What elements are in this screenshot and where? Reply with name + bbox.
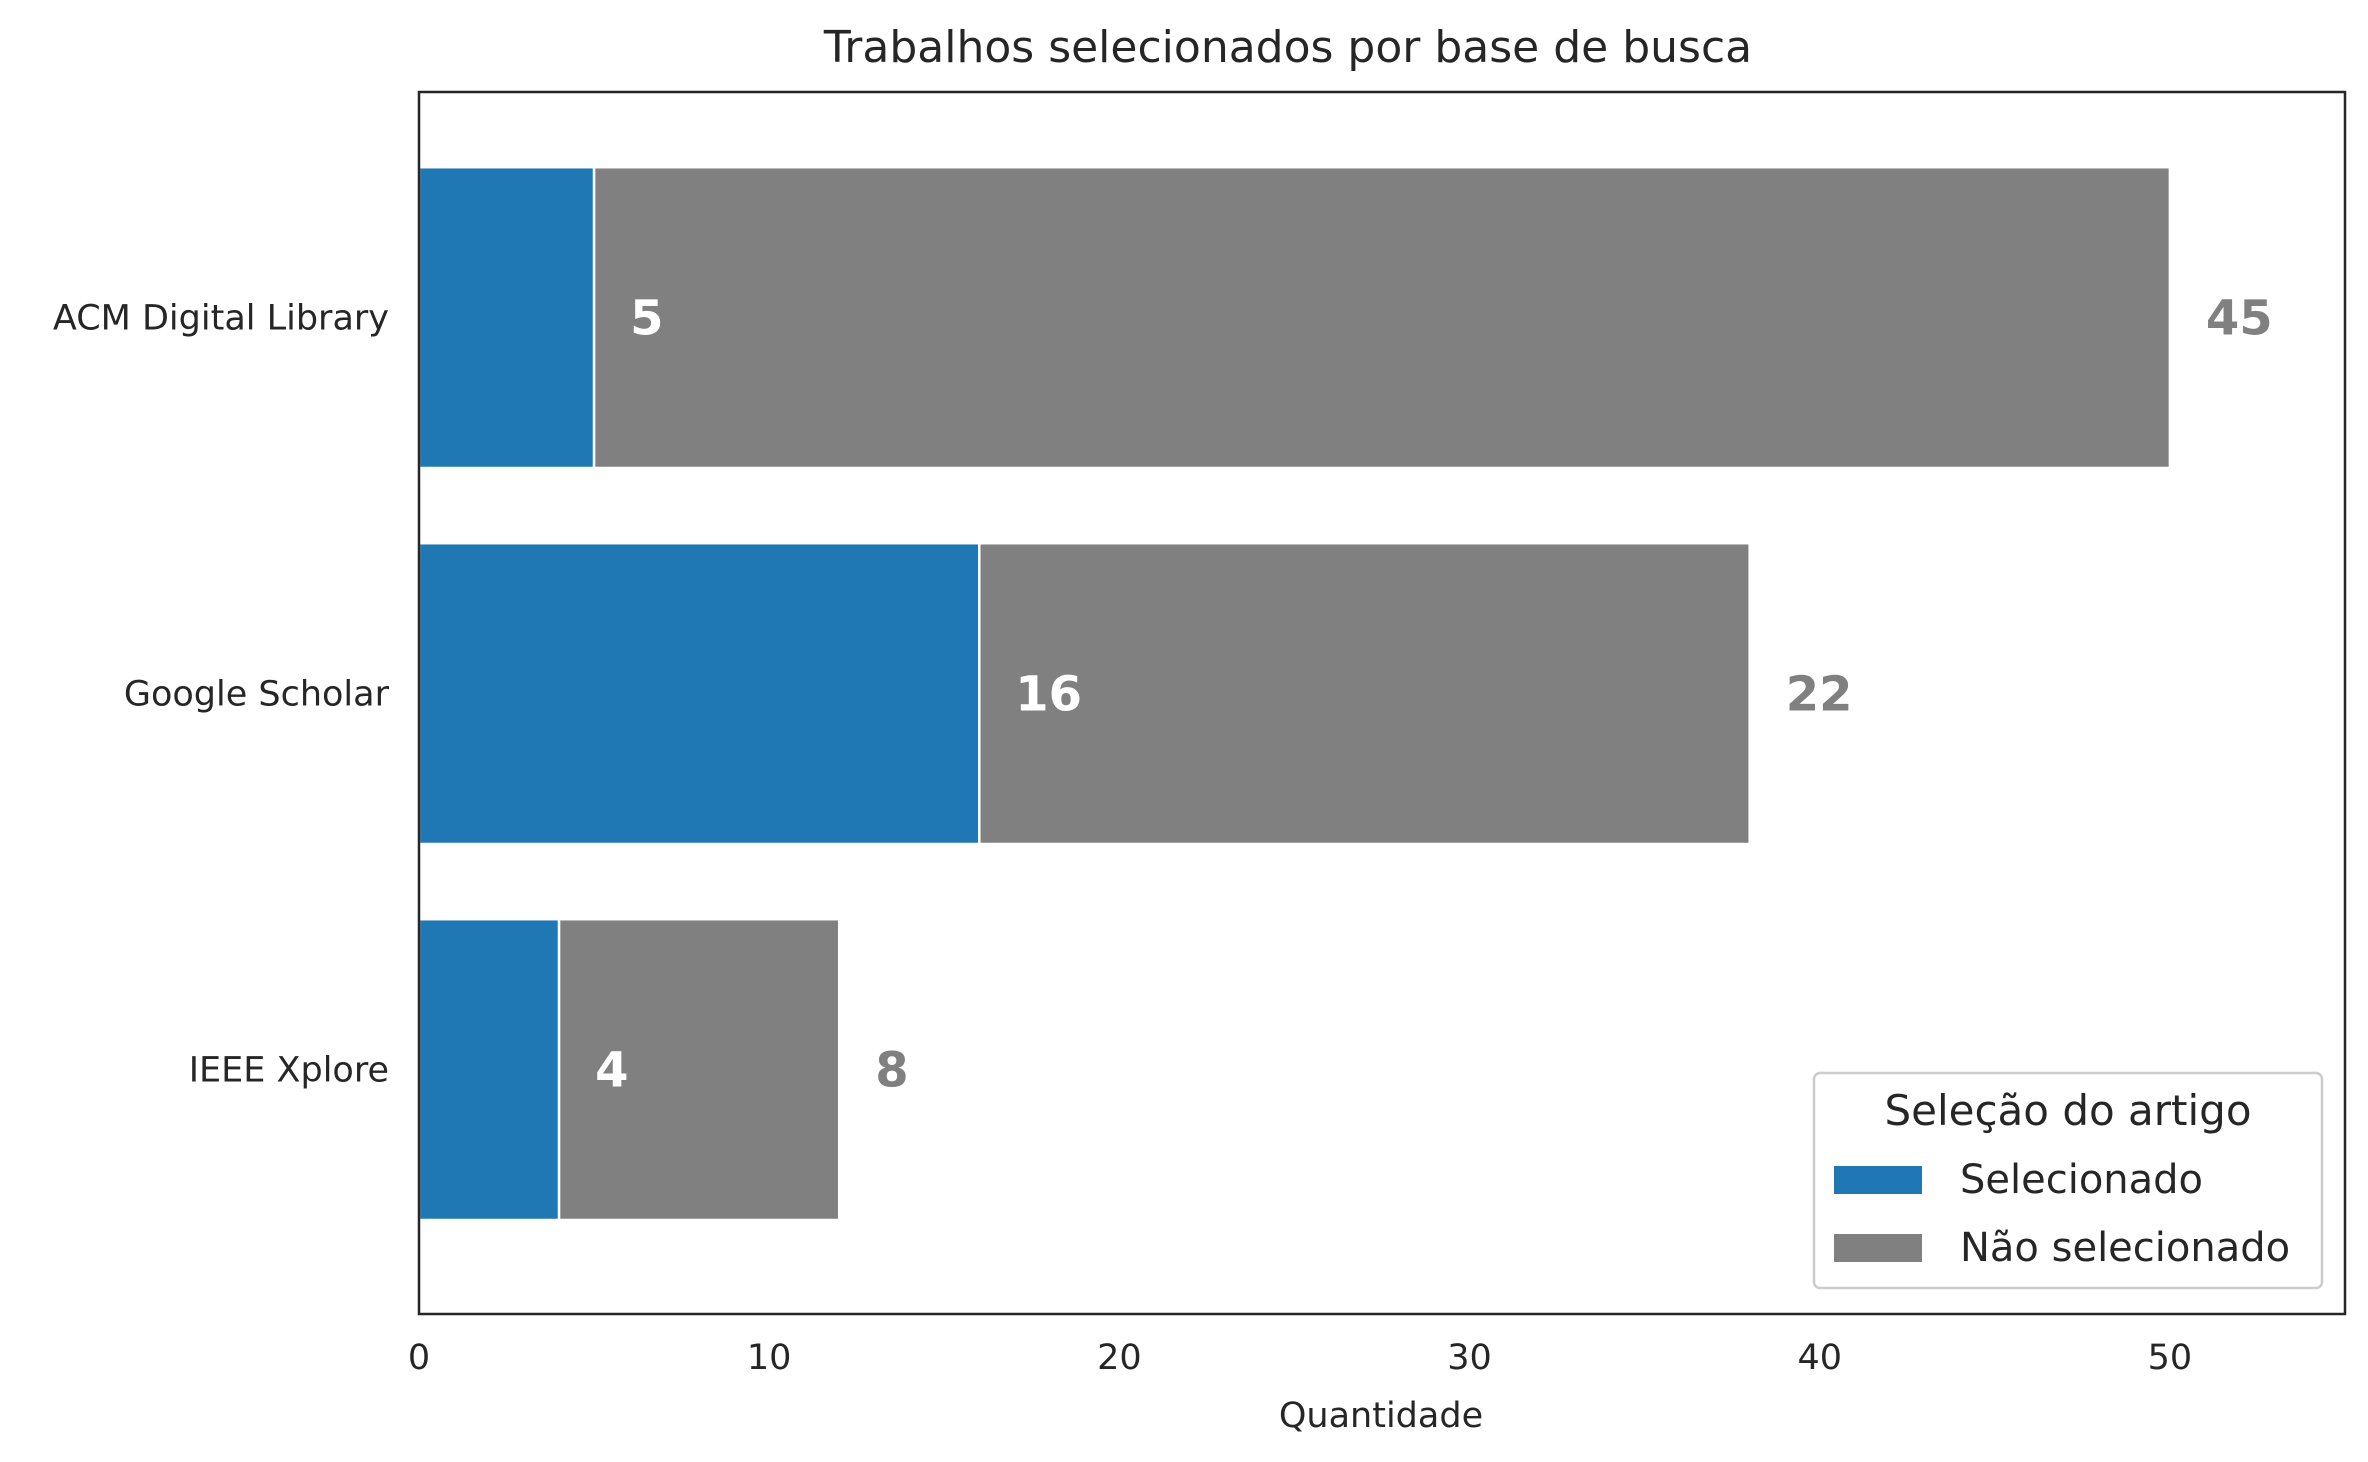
value-label-nao-selecionado-acm-digital-library: 45 (2206, 291, 2273, 347)
bars-group (417, 165, 2172, 1222)
legend-label-nao-selecionado: Não selecionado (1960, 1225, 2290, 1271)
bar-nao-selecionado-ieee-xplore (557, 917, 841, 1222)
legend: Seleção do artigo Selecionado Não seleci… (1812, 1071, 2324, 1290)
bar-nao-selecionado-acm-digital-library (592, 165, 2172, 470)
plot-area-frame (417, 90, 2347, 1316)
chart-title: Trabalhos selecionados por base de busca (823, 22, 1752, 73)
x-tick-label-40: 40 (1797, 1338, 1842, 1378)
value-label-selecionado-google-scholar: 16 (1015, 667, 1082, 723)
value-label-nao-selecionado-google-scholar: 22 (1786, 667, 1853, 723)
legend-swatch-selecionado (1834, 1166, 1922, 1194)
bar-selecionado-ieee-xplore (417, 917, 561, 1222)
y-axis-ticks: ACM Digital Library Google Scholar IEEE Xp… (53, 299, 390, 1091)
bar-selecionado-google-scholar (417, 541, 981, 846)
value-label-selecionado-ieee-xplore: 4 (595, 1043, 628, 1099)
value-label-nao-selecionado-ieee-xplore: 8 (875, 1043, 908, 1099)
bar-selecionado-acm-digital-library (417, 165, 596, 470)
x-tick-label-0: 0 (408, 1338, 430, 1378)
y-tick-label-google-scholar: Google Scholar (124, 675, 390, 715)
x-tick-label-30: 30 (1447, 1338, 1492, 1378)
x-tick-label-20: 20 (1097, 1338, 1142, 1378)
value-labels-group: 5 45 16 22 4 8 (595, 291, 2273, 1099)
legend-swatch-nao-selecionado (1834, 1234, 1922, 1262)
x-axis-ticks: 0 10 20 30 40 50 (408, 1338, 2192, 1378)
x-tick-label-10: 10 (747, 1338, 792, 1378)
x-axis-label: Quantidade (1279, 1396, 1483, 1436)
y-tick-label-ieee-xplore: IEEE Xplore (189, 1051, 389, 1091)
legend-box (1812, 1071, 2324, 1290)
legend-label-selecionado: Selecionado (1960, 1157, 2203, 1203)
legend-title: Seleção do artigo (1884, 1086, 2251, 1135)
value-label-selecionado-acm-digital-library: 5 (630, 291, 663, 347)
x-tick-label-50: 50 (2148, 1338, 2193, 1378)
y-tick-label-acm-digital-library: ACM Digital Library (53, 299, 389, 339)
bar-nao-selecionado-google-scholar (978, 541, 1751, 846)
